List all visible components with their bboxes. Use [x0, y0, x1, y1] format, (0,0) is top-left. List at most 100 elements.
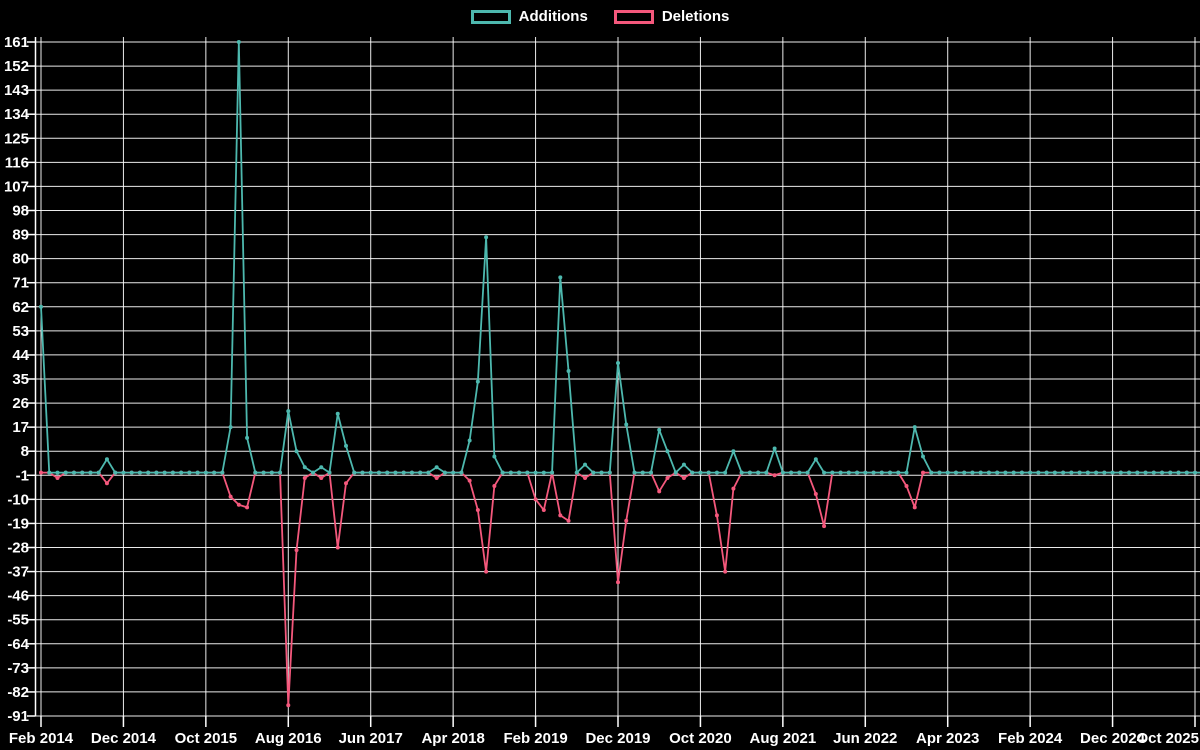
additions-point-marker — [253, 470, 258, 475]
additions-point-marker — [764, 470, 769, 475]
additions-point-marker — [525, 470, 530, 475]
additions-point-marker — [294, 449, 299, 454]
additions-point-marker — [879, 470, 884, 475]
x-tick-label: Oct 2025 — [1136, 730, 1199, 747]
y-tick-label: 80 — [12, 251, 29, 268]
chart-legend: Additions Deletions — [0, 8, 1200, 26]
additions-point-marker — [319, 465, 324, 470]
additions-point-marker — [706, 470, 711, 475]
additions-point-marker — [121, 470, 126, 475]
y-tick-label: 35 — [12, 371, 29, 388]
additions-point-marker — [1160, 470, 1165, 475]
deletions-point-marker — [657, 489, 662, 494]
additions-point-marker — [154, 470, 159, 475]
deletions-point-marker — [302, 475, 307, 480]
y-tick-label: 62 — [12, 299, 29, 316]
additions-point-marker — [566, 368, 571, 373]
additions-point-marker — [822, 470, 827, 475]
additions-point-marker — [772, 446, 777, 451]
deletions-point-marker — [343, 481, 348, 486]
deletions-point-marker — [681, 475, 686, 480]
additions-point-marker — [986, 470, 991, 475]
deletions-point-marker — [475, 508, 480, 513]
additions-point-marker — [376, 470, 381, 475]
additions-point-marker — [846, 470, 851, 475]
additions-point-marker — [648, 470, 653, 475]
additions-point-marker — [574, 470, 579, 475]
additions-point-marker — [409, 470, 414, 475]
additions-point-marker — [1184, 470, 1189, 475]
additions-point-marker — [616, 360, 620, 365]
additions-point-marker — [88, 470, 93, 475]
deletions-swatch-icon — [613, 10, 654, 24]
y-tick-label: -73 — [7, 660, 29, 677]
additions-point-marker — [920, 454, 925, 459]
deletions-point-marker — [434, 475, 439, 480]
additions-point-marker — [970, 470, 975, 475]
additions-point-marker — [179, 470, 184, 475]
additions-point-marker — [228, 425, 233, 430]
deletions-point-marker — [294, 548, 299, 553]
additions-point-marker — [426, 470, 431, 475]
additions-point-marker — [385, 470, 390, 475]
additions-point-marker — [550, 470, 555, 475]
additions-point-marker — [533, 470, 538, 475]
deletions-point-marker — [492, 483, 497, 488]
x-tick-label: Feb 2024 — [998, 730, 1063, 747]
deletions-point-marker — [822, 524, 827, 529]
additions-point-marker — [657, 427, 662, 432]
x-tick-label: Apr 2018 — [421, 730, 484, 747]
additions-point-marker — [690, 470, 695, 475]
additions-point-marker — [261, 470, 266, 475]
additions-point-marker — [731, 449, 736, 454]
additions-point-marker — [1003, 470, 1008, 475]
additions-point-marker — [937, 470, 942, 475]
legend-item-deletions[interactable]: Deletions — [613, 8, 729, 26]
additions-point-marker — [104, 457, 109, 462]
additions-point-marker — [558, 275, 563, 280]
additions-point-marker — [63, 470, 68, 475]
additions-point-marker — [467, 438, 472, 443]
y-tick-label: 116 — [5, 154, 29, 171]
additions-point-marker — [1019, 470, 1024, 475]
additions-point-marker — [871, 470, 876, 475]
x-tick-label: Feb 2014 — [9, 730, 74, 747]
additions-point-marker — [484, 235, 489, 240]
deletions-point-marker — [245, 505, 250, 510]
additions-point-marker — [640, 470, 645, 475]
additions-point-marker — [723, 470, 728, 475]
additions-point-marker — [343, 443, 348, 448]
additions-point-marker — [475, 379, 480, 384]
y-tick-label: 134 — [4, 106, 30, 123]
additions-point-marker — [855, 470, 860, 475]
additions-point-marker — [1176, 470, 1181, 475]
x-tick-label: Aug 2016 — [255, 730, 322, 747]
additions-point-marker — [739, 470, 744, 475]
additions-point-marker — [508, 470, 513, 475]
additions-point-marker — [888, 470, 893, 475]
additions-point-marker — [113, 470, 118, 475]
additions-point-marker — [607, 470, 612, 475]
additions-point-marker — [401, 470, 406, 475]
y-tick-label: 98 — [12, 203, 29, 220]
additions-point-marker — [39, 304, 43, 309]
additions-point-marker — [805, 470, 810, 475]
additions-point-marker — [1077, 470, 1082, 475]
deletions-point-marker — [772, 473, 777, 478]
x-tick-label: Oct 2015 — [175, 730, 238, 747]
y-tick-label: 125 — [4, 130, 29, 147]
additions-point-marker — [187, 470, 192, 475]
additions-point-marker — [203, 470, 208, 475]
additions-point-marker — [665, 449, 670, 454]
additions-swatch-icon — [470, 10, 511, 24]
additions-point-marker — [302, 465, 307, 470]
y-tick-label: 44 — [12, 347, 29, 364]
deletions-point-marker — [912, 505, 917, 510]
x-tick-label: Dec 2019 — [585, 730, 650, 747]
legend-item-additions[interactable]: Additions — [470, 8, 588, 26]
deletions-point-marker — [319, 475, 324, 480]
additions-point-marker — [599, 470, 604, 475]
x-tick-label: Dec 2014 — [91, 730, 157, 747]
additions-point-marker — [541, 470, 546, 475]
